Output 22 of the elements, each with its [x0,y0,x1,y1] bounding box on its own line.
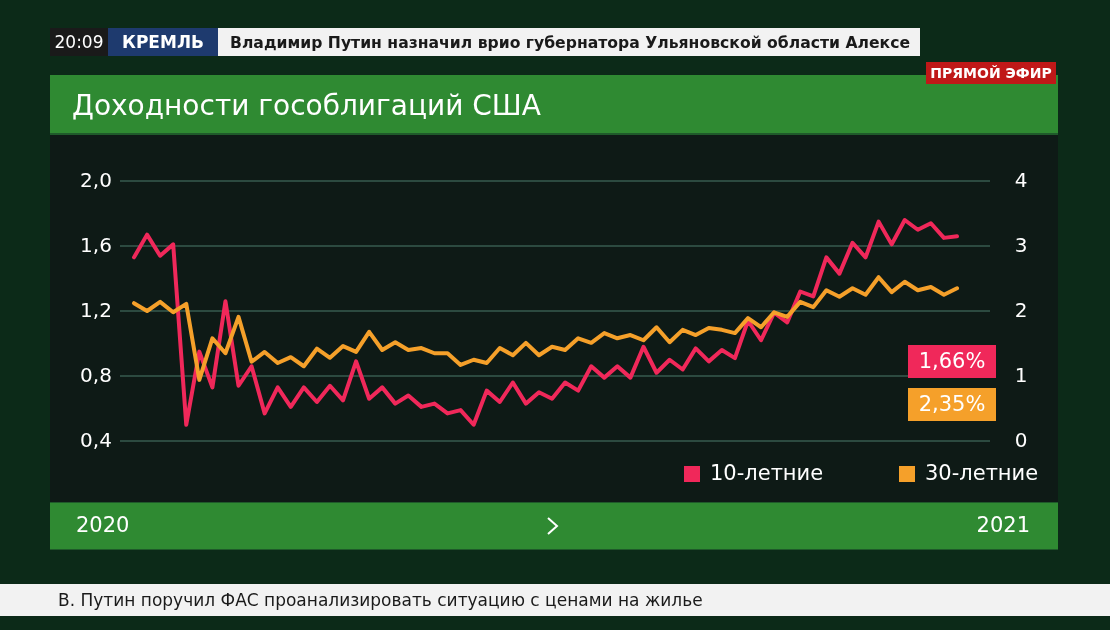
text: 20:09 [54,32,104,52]
y-tick-label: 1,2 [80,297,112,322]
annotation: 1,66% [918,349,986,373]
text: В. Путин поручил ФАС проанализировать ситуацию с ценами на жилье [58,590,703,610]
y2-tick-label: 1 [1014,362,1028,387]
chart-title: Доходности гособлигаций США [72,89,541,122]
text: Владимир Путин назначил врио губернатора Ульяновской области Алексе [230,32,927,52]
y2-tick-label: 4 [1014,167,1028,192]
y2-tick-label: 2 [1014,297,1028,322]
text: 2020 [76,513,130,537]
legend-label: 30-летние [925,461,1039,485]
y-tick-label: 1,6 [80,232,112,257]
y-tick-label: 0,8 [80,362,112,387]
text: КРЕМЛЬ [122,32,204,52]
y2-tick-label: 3 [1014,232,1028,257]
text: ПРЯМОЙ ЭФИР [930,65,1052,81]
y-tick-label: 2,0 [80,167,112,192]
legend-label: 10-летние [710,461,824,485]
text: 2021 [976,513,1030,537]
annotation: 2,35% [918,392,986,416]
y-tick-label: 0,4 [80,427,112,452]
y2-tick-label: 0 [1014,427,1028,452]
